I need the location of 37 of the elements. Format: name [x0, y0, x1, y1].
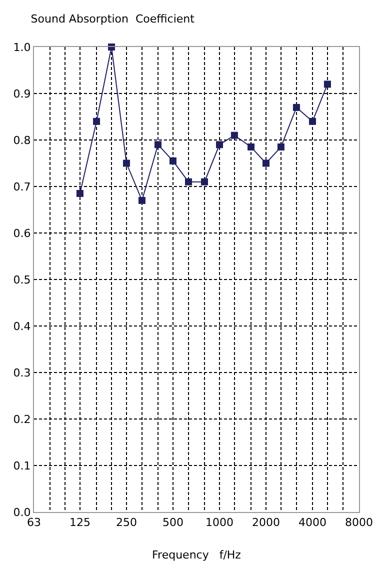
y-tick-label: 1.0: [13, 40, 31, 54]
y-tick-label: 0.3: [13, 366, 31, 380]
y-tick-label: 0.9: [13, 87, 31, 100]
x-tick-label: 8000: [345, 516, 373, 530]
point: [230, 132, 238, 139]
point: [93, 118, 100, 125]
point: [248, 143, 255, 150]
x-tick-label: 63: [27, 516, 41, 530]
y-tick-label: 0.1: [13, 459, 31, 472]
y-tick-label: 0.0: [13, 506, 31, 519]
point: [216, 141, 223, 148]
x-tick-label: 125: [69, 516, 90, 530]
point: [201, 178, 208, 186]
point: [76, 190, 84, 197]
x-tick-label: 500: [162, 516, 184, 530]
x-tick-label: 1000: [205, 516, 234, 530]
y-tick-label: 0.7: [13, 180, 31, 194]
x-axis-title: Frequency f/Hz: [152, 548, 242, 562]
chart-title: Sound Absorption Coefficient: [30, 12, 196, 26]
point: [324, 80, 331, 88]
y-tick-label: 0.5: [13, 273, 31, 286]
point: [309, 118, 316, 125]
y-tick-label: 0.8: [13, 134, 31, 147]
x-tick-label: 4000: [298, 516, 326, 530]
x-tick-label: 250: [116, 516, 137, 530]
point: [138, 196, 146, 204]
point: [184, 178, 192, 186]
point: [292, 104, 300, 111]
point: [169, 157, 176, 164]
y-tick-label: 0.2: [13, 412, 31, 426]
point: [122, 160, 130, 167]
point: [154, 141, 162, 148]
point: [262, 160, 270, 167]
point: [277, 143, 284, 150]
y-tick-label: 0.6: [13, 226, 31, 240]
x-tick-label: 2000: [252, 516, 280, 530]
y-tick-label: 0.4: [13, 320, 31, 333]
